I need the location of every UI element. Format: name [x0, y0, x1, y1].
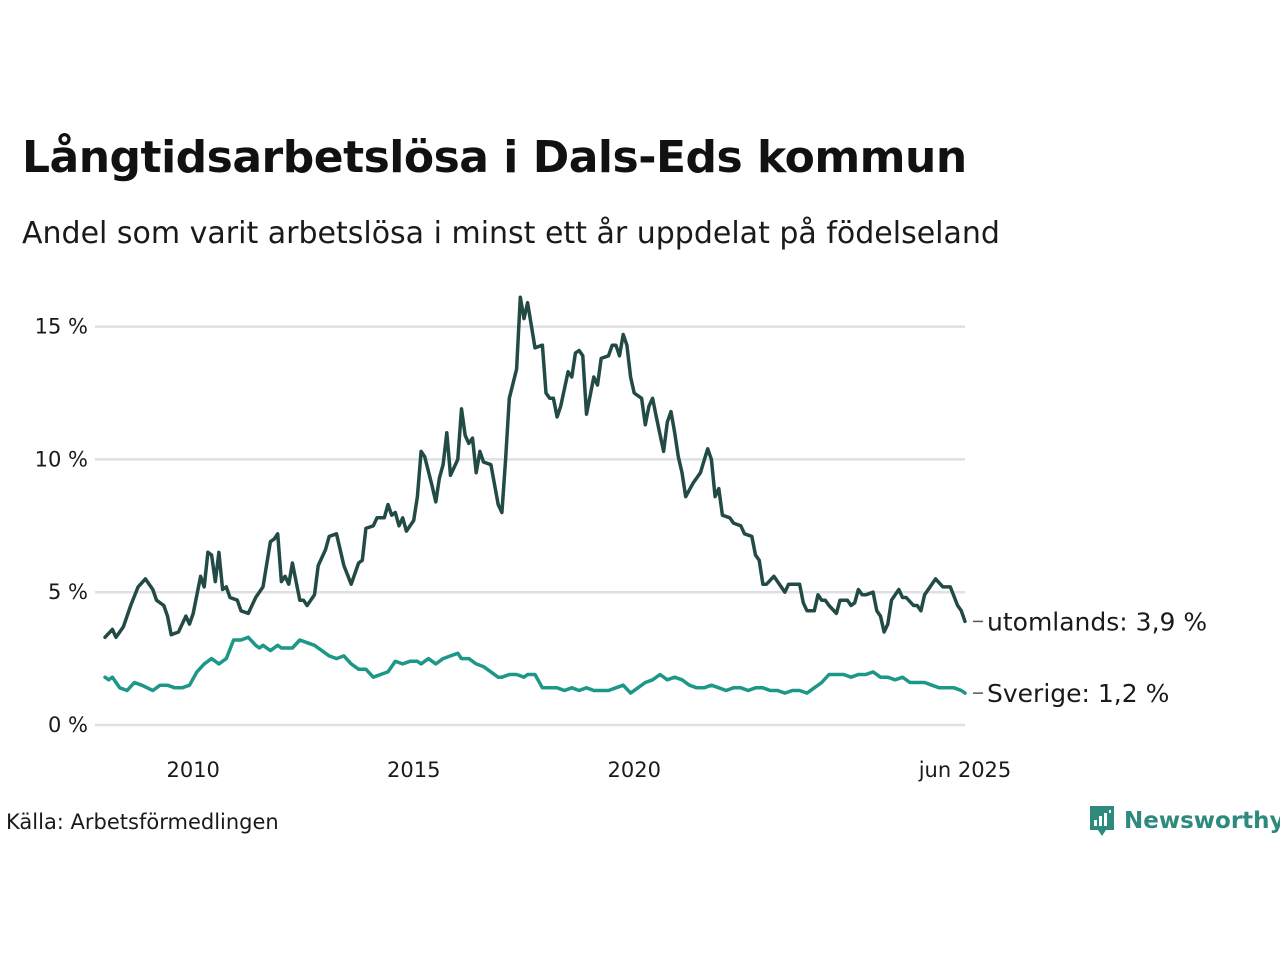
x-tick-label: 2015: [387, 758, 440, 782]
chart-title: Långtidsarbetslösa i Dals-Eds kommun: [22, 132, 967, 183]
y-tick-label: 0 %: [48, 713, 88, 737]
source-note: Källa: Arbetsförmedlingen: [6, 810, 279, 834]
y-tick-label: 10 %: [35, 447, 88, 471]
x-tick-label: jun 2025: [918, 758, 1012, 782]
x-axis: 2010 2015 2020 jun 2025: [166, 758, 1011, 782]
series-lines: [103, 295, 967, 695]
x-tick-label: 2020: [608, 758, 661, 782]
brand-logo: Newsworthy: [1088, 804, 1280, 838]
y-tick-label: 15 %: [35, 315, 88, 339]
newsworthy-logo-icon: [1090, 806, 1114, 836]
y-axis: 0 % 5 % 10 % 15 %: [35, 315, 88, 737]
brand-name: Newsworthy: [1124, 808, 1280, 834]
grid-lines: [95, 325, 965, 727]
y-tick-label: 5 %: [48, 580, 88, 604]
end-label-sverige: Sverige: 1,2 %: [987, 679, 1169, 708]
series-line-sverige: [103, 635, 967, 695]
series-line-utomlands: [103, 295, 967, 640]
end-label-utomlands: utomlands: 3,9 %: [987, 607, 1207, 636]
x-tick-label: 2010: [166, 758, 219, 782]
series-end-labels: utomlands: 3,9 % Sverige: 1,2 %: [973, 607, 1207, 708]
chart-subtitle: Andel som varit arbetslösa i minst ett å…: [22, 216, 1000, 251]
